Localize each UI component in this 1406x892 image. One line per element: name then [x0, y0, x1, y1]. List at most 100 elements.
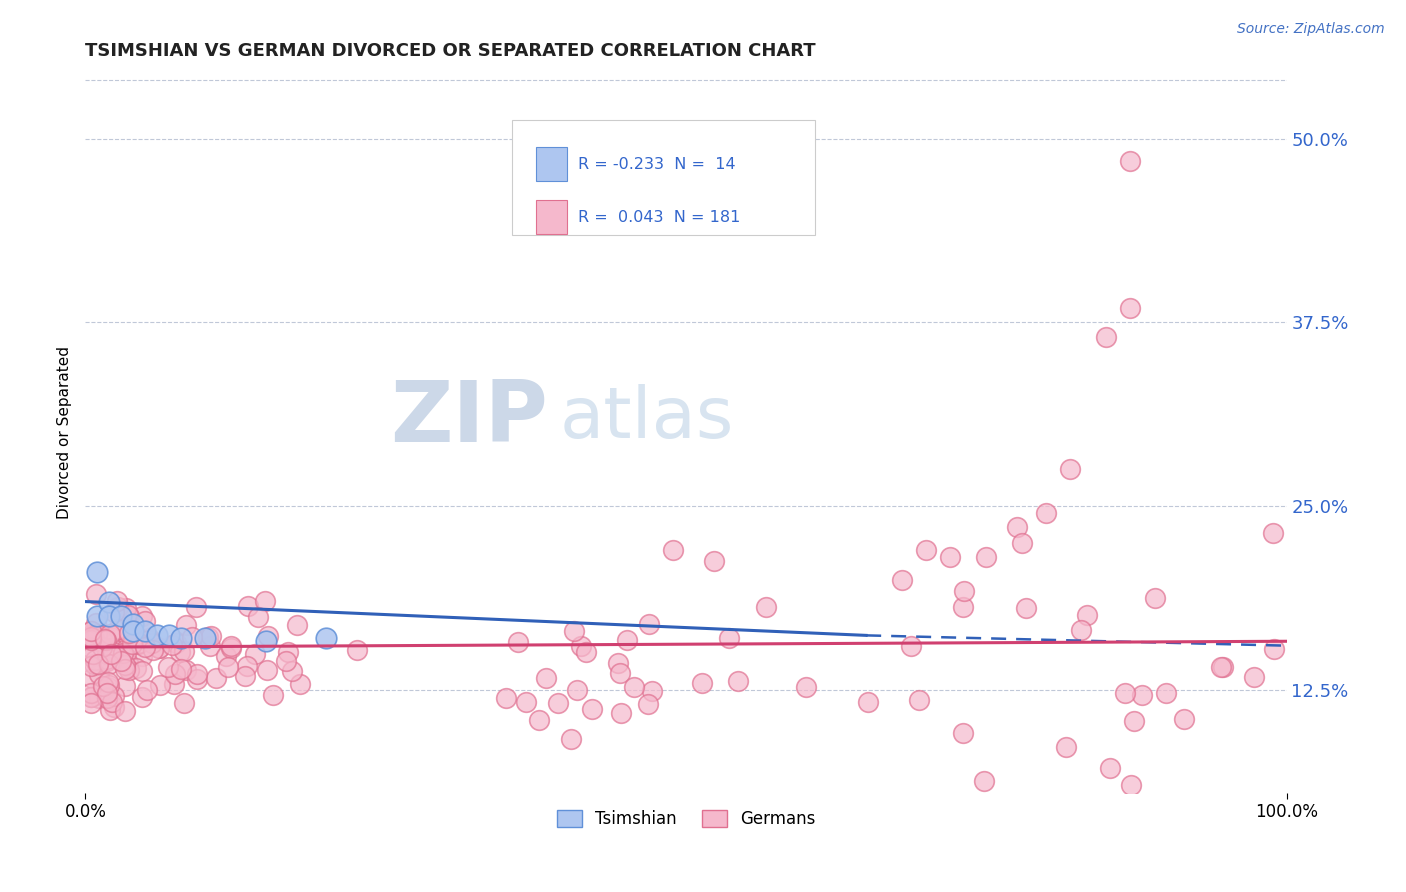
Point [82, 647, 104, 661]
Point [83, 632, 105, 646]
Point [1144, 591, 1167, 605]
Point [288, 677, 311, 691]
Point [254, 634, 277, 648]
Point [122, 624, 145, 638]
Point [135, 683, 157, 698]
Point [180, 630, 202, 644]
Point [131, 690, 153, 704]
Point [703, 554, 725, 568]
Point [138, 631, 160, 645]
Point [609, 666, 631, 681]
Point [86, 627, 108, 641]
Point [98, 626, 121, 640]
Point [1243, 670, 1265, 684]
Point [1132, 688, 1154, 702]
Point [96, 647, 118, 661]
Point [80, 630, 103, 644]
Text: atlas: atlas [560, 384, 734, 452]
Point [891, 573, 914, 587]
Point [98, 642, 121, 657]
Point [84, 587, 107, 601]
Point [80, 630, 103, 644]
Point [105, 649, 128, 664]
Point [80, 690, 103, 704]
Point [939, 550, 962, 565]
Point [253, 593, 276, 607]
Point [219, 639, 242, 653]
Point [257, 629, 280, 643]
Point [953, 584, 976, 599]
Point [131, 664, 153, 678]
Point [146, 628, 169, 642]
Point [86, 609, 108, 624]
Point [96, 691, 118, 706]
Point [1154, 686, 1177, 700]
Point [141, 636, 163, 650]
Point [1209, 660, 1232, 674]
Point [103, 700, 125, 714]
Legend: Tsimshian, Germans: Tsimshian, Germans [550, 803, 823, 835]
Point [131, 609, 153, 624]
Point [94, 629, 117, 643]
Point [952, 600, 974, 615]
Point [101, 645, 124, 659]
Point [1099, 762, 1122, 776]
Point [236, 659, 259, 673]
Point [159, 628, 181, 642]
Point [101, 640, 124, 655]
Point [1114, 686, 1136, 700]
Point [118, 608, 141, 623]
Point [170, 662, 193, 676]
Point [122, 616, 145, 631]
Point [117, 607, 139, 622]
Point [169, 645, 191, 659]
Point [148, 640, 170, 655]
Point [100, 631, 122, 645]
Point [84, 615, 107, 630]
Point [186, 673, 208, 687]
Point [84, 653, 107, 667]
Point [194, 632, 217, 646]
Point [80, 671, 103, 685]
Point [142, 643, 165, 657]
Point [149, 678, 172, 692]
Point [101, 695, 124, 709]
Point [96, 686, 118, 700]
Point [107, 622, 129, 636]
Point [93, 682, 115, 697]
Point [547, 697, 569, 711]
Point [97, 680, 120, 694]
Point [87, 667, 110, 681]
Point [80, 632, 103, 647]
Point [1119, 778, 1142, 792]
Point [515, 694, 537, 708]
Point [1263, 525, 1285, 540]
Point [623, 680, 645, 694]
Point [134, 615, 156, 629]
Point [110, 641, 132, 656]
Point [96, 652, 118, 666]
Text: ZIP: ZIP [389, 376, 548, 459]
Point [174, 618, 197, 632]
Point [1059, 462, 1081, 476]
Text: R = -0.233  N =  14: R = -0.233 N = 14 [578, 157, 735, 171]
Point [569, 640, 592, 654]
Point [1263, 642, 1285, 657]
Point [163, 667, 186, 681]
Point [243, 648, 266, 662]
Point [80, 640, 103, 655]
Point [114, 679, 136, 693]
Point [186, 667, 208, 681]
Point [581, 702, 603, 716]
Point [117, 656, 139, 670]
Point [89, 690, 111, 705]
Point [87, 657, 110, 671]
Point [162, 676, 184, 690]
Point [1070, 623, 1092, 637]
Point [101, 641, 124, 656]
Point [1005, 520, 1028, 534]
Point [262, 688, 284, 702]
Point [98, 594, 121, 608]
Point [907, 692, 929, 706]
Point [233, 669, 256, 683]
